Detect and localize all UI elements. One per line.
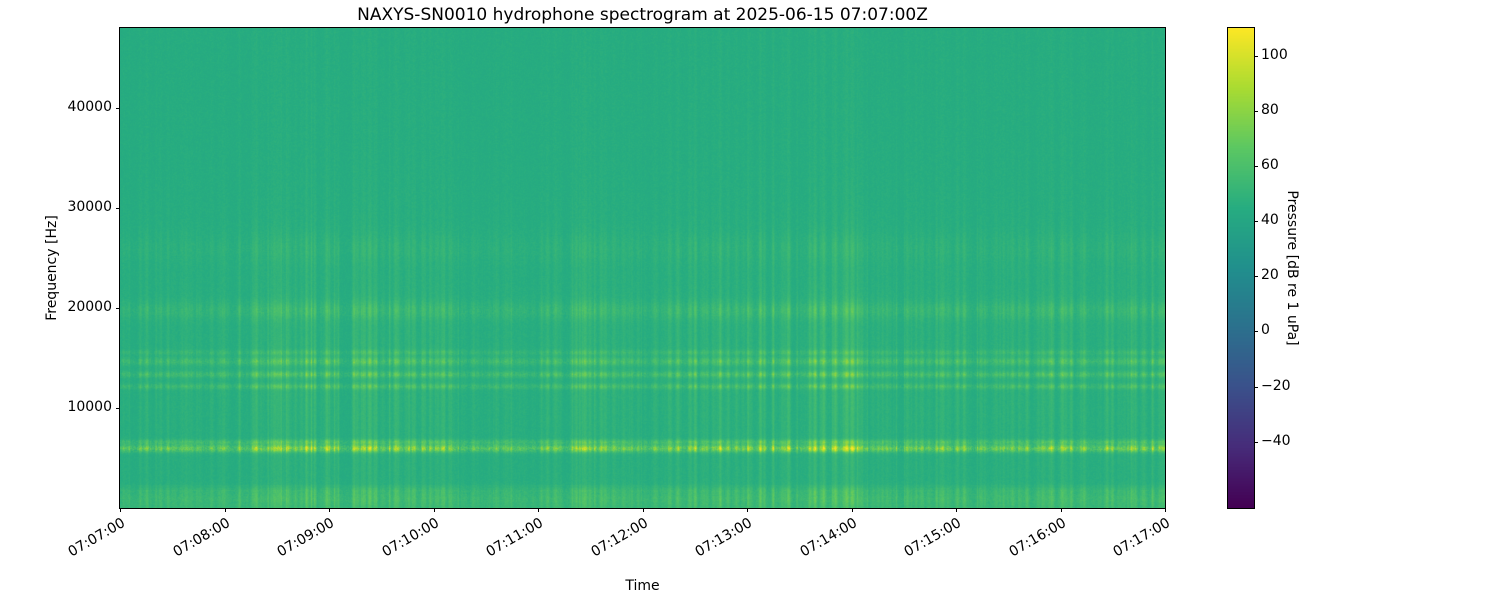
colorbar-tick-label: 0 xyxy=(1261,322,1270,339)
spectrogram-heatmap xyxy=(120,28,1165,508)
colorbar-tick-mark xyxy=(1254,221,1258,223)
y-tick-mark xyxy=(116,308,120,309)
x-tick-mark xyxy=(956,508,957,512)
y-tick-mark xyxy=(116,208,120,209)
colorbar-tick-label: −40 xyxy=(1261,432,1291,449)
x-tick-mark xyxy=(329,508,330,512)
colorbar-tick-mark xyxy=(1254,55,1258,57)
colorbar-tick-label: −20 xyxy=(1261,377,1291,394)
y-tick-mark xyxy=(116,108,120,109)
colorbar-tick-label: 60 xyxy=(1261,156,1279,173)
colorbar-label: Pressure [dB re 1 uPa] xyxy=(1284,190,1300,346)
x-tick-mark xyxy=(1060,508,1062,512)
colorbar-gradient xyxy=(1228,28,1254,508)
y-tick-label: 20000 xyxy=(67,299,112,315)
y-tick-mark xyxy=(116,408,120,409)
y-tick-label: 10000 xyxy=(67,399,112,415)
colorbar-tick-mark xyxy=(1254,165,1258,167)
chart-title: NAXYS-SN0010 hydrophone spectrogram at 2… xyxy=(357,5,928,25)
x-tick-mark xyxy=(538,508,539,512)
x-tick-mark xyxy=(642,508,644,512)
colorbar-tick-mark xyxy=(1254,276,1258,278)
colorbar-tick-label: 80 xyxy=(1261,101,1279,118)
x-tick-mark xyxy=(747,508,748,512)
y-tick-label: 40000 xyxy=(67,99,112,115)
x-tick-mark xyxy=(120,508,121,512)
colorbar-tick-mark xyxy=(1254,110,1258,112)
colorbar-tick-mark xyxy=(1254,386,1258,388)
x-tick-mark xyxy=(851,508,853,512)
colorbar-tick-mark xyxy=(1254,441,1258,443)
x-axis-label: Time xyxy=(625,578,660,594)
colorbar-tick-label: 40 xyxy=(1261,212,1279,229)
colorbar-tick-mark xyxy=(1254,331,1258,333)
x-tick-mark xyxy=(224,508,226,512)
colorbar-tick-label: 100 xyxy=(1261,46,1288,63)
x-tick-mark xyxy=(433,508,435,512)
x-tick-mark xyxy=(1165,508,1166,512)
colorbar-tick-label: 20 xyxy=(1261,267,1279,284)
y-tick-label: 30000 xyxy=(67,199,112,215)
